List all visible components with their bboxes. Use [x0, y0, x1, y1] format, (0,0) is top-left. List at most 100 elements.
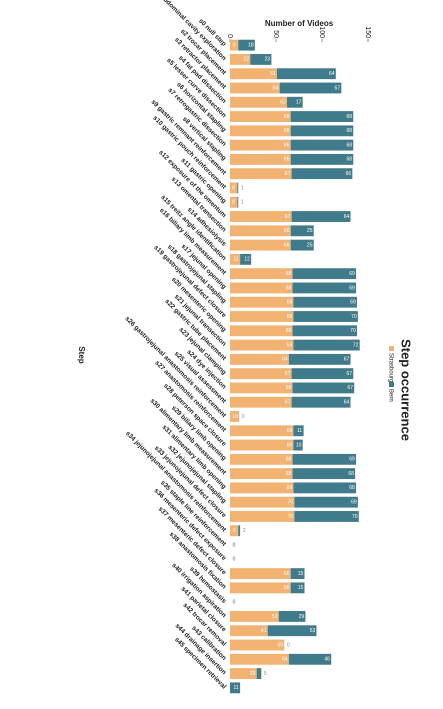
bar [238, 525, 241, 537]
value-label: 0 [233, 599, 236, 605]
value-label: 68 [346, 157, 352, 163]
value-label: 62 [280, 100, 286, 106]
bar [229, 253, 241, 265]
bar [293, 482, 357, 494]
value-label: 1 [241, 200, 244, 206]
bar [250, 53, 272, 65]
value-label: 68 [286, 285, 292, 291]
bar [287, 96, 303, 108]
bar [293, 311, 358, 322]
bar [267, 625, 317, 637]
bar [229, 468, 293, 480]
value-label: 67 [347, 385, 353, 391]
bar [292, 268, 357, 280]
bar [229, 82, 280, 94]
value-label: 66 [284, 571, 290, 577]
bar [229, 425, 294, 437]
bar [290, 568, 305, 580]
bar [292, 382, 355, 394]
legend-swatch [389, 346, 394, 351]
value-label: 66 [284, 142, 290, 148]
value-label: 67 [285, 371, 291, 377]
value-label: 15 [298, 571, 304, 577]
value-label: 8 [232, 200, 235, 206]
value-label: 68 [349, 485, 355, 491]
value-label: 70 [350, 328, 356, 334]
value-label: 9 [233, 528, 236, 534]
legend-swatch [389, 382, 394, 387]
bar [288, 653, 332, 665]
bar [229, 296, 294, 308]
legend-label: Strasbourg [387, 353, 393, 382]
value-label: 0 [233, 557, 236, 563]
value-label: 66 [346, 171, 352, 177]
bar [229, 311, 294, 322]
legend-label: Bern [387, 389, 393, 402]
value-label: 69 [287, 314, 293, 320]
value-label: 70 [351, 314, 357, 320]
value-label: 12 [244, 257, 250, 263]
value-label: 70 [352, 514, 358, 520]
value-label: 29 [250, 671, 256, 677]
value-label: 64 [329, 71, 335, 77]
bar [237, 182, 239, 194]
bar [279, 82, 342, 94]
bar [230, 239, 291, 251]
value-label: 67 [344, 357, 350, 363]
value-label: 69 [349, 285, 355, 291]
value-label: 67 [285, 214, 291, 220]
bar [229, 325, 293, 337]
bar [292, 325, 357, 337]
value-label: 46 [324, 657, 330, 663]
value-label: 64 [282, 657, 288, 663]
value-label: 0 [233, 599, 236, 605]
value-label: 68 [286, 385, 292, 391]
x-axis-label: Step [77, 346, 86, 363]
value-label: 18 [248, 42, 254, 48]
value-label: 67 [285, 400, 291, 406]
value-label: 66 [284, 585, 290, 591]
value-label: 10 [296, 442, 302, 448]
value-label: 68 [346, 114, 352, 120]
value-label: 66 [284, 157, 290, 163]
bar [278, 611, 306, 622]
bar [230, 639, 285, 651]
bar [229, 611, 279, 622]
bar [290, 139, 354, 151]
value-label: 5 [264, 671, 267, 677]
bar [229, 496, 295, 508]
value-label: 0 [233, 542, 236, 548]
bar [230, 582, 291, 594]
value-label: 22 [243, 57, 249, 63]
bar [290, 153, 354, 165]
bar [230, 625, 268, 637]
value-label: 66 [284, 228, 290, 234]
bar [229, 511, 295, 522]
value-label: 0 [242, 414, 245, 420]
bar [230, 68, 277, 80]
bar [229, 39, 239, 51]
bar [230, 139, 291, 151]
value-label: 69 [287, 342, 293, 348]
value-label: 69 [287, 485, 293, 491]
bar [230, 396, 292, 408]
value-label: 11 [234, 257, 239, 263]
bar [230, 168, 292, 180]
bar [230, 196, 238, 208]
bar [291, 396, 351, 408]
value-label: 64 [344, 214, 350, 220]
value-label: 66 [284, 114, 290, 120]
value-label: 68 [286, 271, 292, 277]
value-label: 69 [351, 500, 357, 506]
bar [230, 125, 291, 137]
bar [229, 268, 293, 280]
y-tick-label: 150 [364, 26, 371, 38]
bar [291, 211, 351, 222]
bar [290, 225, 314, 237]
bar [290, 582, 305, 594]
value-label: 29 [299, 614, 305, 620]
value-label: 17 [296, 100, 302, 106]
value-label: 0 [233, 557, 236, 563]
